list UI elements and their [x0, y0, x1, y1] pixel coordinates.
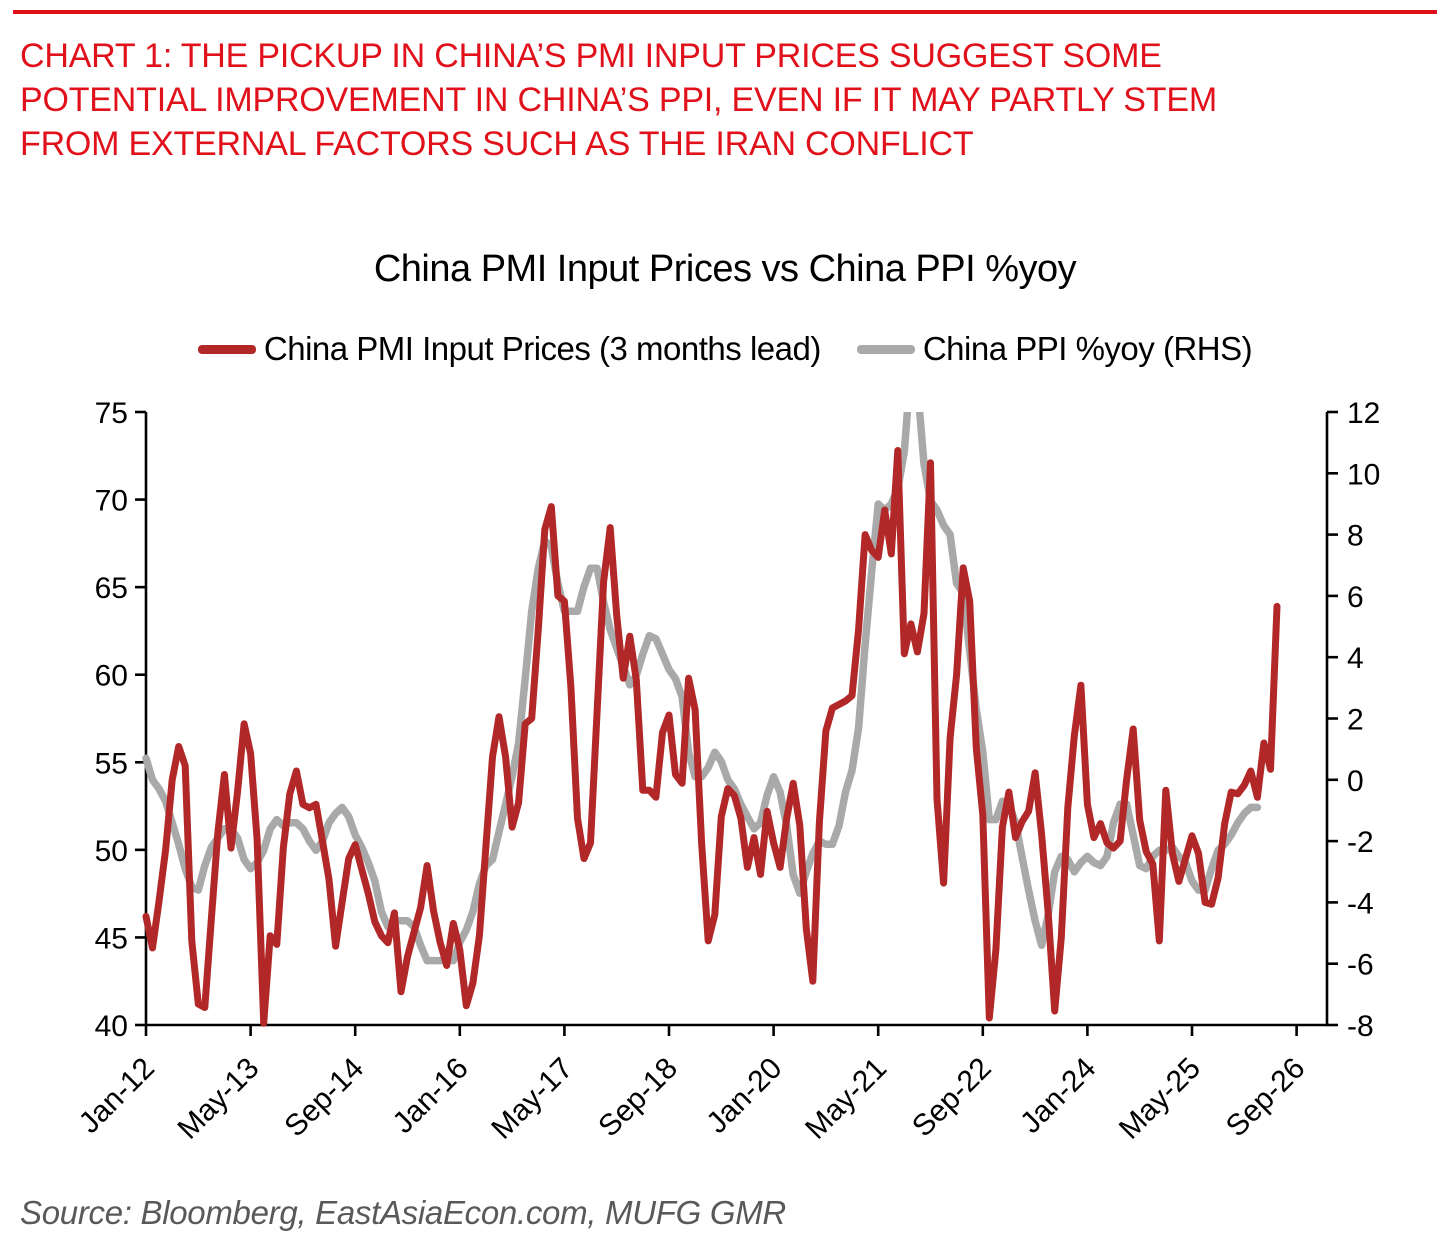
right-axis-tick-label: 8	[1347, 520, 1364, 553]
legend-swatch-pmi-input-prices	[197, 344, 256, 354]
right-axis-tick-label: 12	[1347, 397, 1380, 430]
top-rule	[13, 10, 1437, 14]
x-axis-tick-label: Sep-26	[1220, 1052, 1312, 1144]
right-axis-tick-label: -4	[1347, 887, 1374, 920]
chart-headline: CHART 1: THE PICKUP IN CHINA’S PMI INPUT…	[20, 34, 1430, 166]
left-axis-tick-label: 60	[95, 660, 128, 693]
chart-title: China PMI Input Prices vs China PPI %yoy	[373, 248, 1077, 290]
left-axis-tick-label: 40	[95, 1010, 128, 1043]
x-axis-tick-label: Jan-20	[700, 1052, 788, 1140]
x-axis-tick-label: May-25	[1113, 1052, 1207, 1146]
right-axis-tick-label: 2	[1347, 704, 1364, 737]
x-axis-tick-label: Sep-18	[592, 1052, 684, 1144]
legend-label-pmi-input-prices: China PMI Input Prices (3 months lead)	[263, 330, 821, 367]
x-axis-tick-label: May-17	[485, 1052, 579, 1146]
left-axis-tick-label: 75	[95, 397, 128, 430]
right-axis-tick-label: 6	[1347, 581, 1364, 614]
right-axis-tick-label: 4	[1347, 642, 1364, 675]
headline-line-1: CHART 1: THE PICKUP IN CHINA’S PMI INPUT…	[20, 37, 1162, 75]
left-axis-tick-label: 70	[95, 485, 128, 518]
legend-swatch-ppi-yoy	[856, 344, 915, 354]
right-axis-tick-label: 0	[1347, 765, 1364, 798]
right-axis-tick-label: -6	[1347, 949, 1374, 982]
right-axis-tick-label: -8	[1347, 1010, 1374, 1043]
series-pmi-input-prices-line	[142, 447, 1281, 1027]
legend-label-ppi-yoy: China PPI %yoy (RHS)	[922, 330, 1253, 367]
x-axis-tick-label: Jan-12	[73, 1052, 161, 1140]
left-axis-tick-label: 45	[95, 922, 128, 955]
headline-line-3: FROM EXTERNAL FACTORS SUCH AS THE IRAN C…	[20, 125, 974, 163]
source-note: Source: Bloomberg, EastAsiaEcon.com, MUF…	[20, 1194, 786, 1231]
legend-item-pmi-input-prices: China PMI Input Prices (3 months lead)	[197, 330, 821, 368]
x-axis-tick-label: Sep-14	[278, 1052, 370, 1144]
chart-legend: China PMI Input Prices (3 months lead) C…	[0, 330, 1450, 368]
left-axis-tick-label: 55	[95, 747, 128, 780]
left-axis-tick-label: 50	[95, 835, 128, 868]
x-axis-tick-label: Jan-16	[387, 1052, 475, 1140]
x-axis-tick-label: May-13	[171, 1052, 265, 1146]
right-axis-tick-label: -2	[1347, 826, 1374, 859]
x-axis-tick-label: May-21	[799, 1052, 893, 1146]
legend-item-ppi-yoy: China PPI %yoy (RHS)	[856, 330, 1253, 368]
x-axis-tick-label: Sep-22	[906, 1052, 998, 1144]
right-axis-tick-label: 10	[1347, 458, 1380, 491]
headline-line-2: POTENTIAL IMPROVEMENT IN CHINA’S PPI, EV…	[20, 81, 1217, 119]
left-axis-tick-label: 65	[95, 572, 128, 605]
plot-area	[146, 412, 1327, 1025]
x-axis-tick-label: Jan-24	[1014, 1052, 1102, 1140]
